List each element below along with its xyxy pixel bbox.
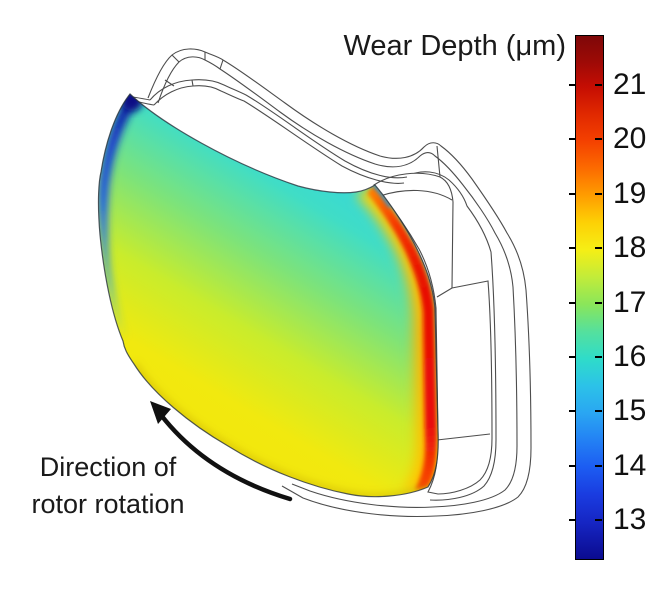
tip-blue-streak bbox=[372, 184, 392, 208]
colorbar-tick-label: 20 bbox=[613, 122, 647, 156]
colorbar-tick bbox=[595, 84, 602, 86]
wear-colormap-base bbox=[98, 94, 439, 497]
colorbar-tick bbox=[569, 192, 576, 195]
colorbar-tick bbox=[569, 464, 576, 467]
colorbar-tick-label: 15 bbox=[613, 394, 647, 428]
colorbar-gradient bbox=[575, 35, 604, 560]
leading-edge-blue-band bbox=[98, 94, 138, 353]
colorbar-tick-label: 16 bbox=[613, 340, 647, 373]
near-plate-top-edge-2 bbox=[130, 79, 405, 184]
colorbar-tick-label: 21 bbox=[613, 68, 647, 101]
colorbar-tick bbox=[595, 410, 602, 413]
backing-plate bbox=[130, 79, 493, 495]
tab-rung-lines bbox=[164, 52, 441, 178]
colorbar-tick bbox=[569, 138, 576, 141]
colorbar-tick-label: 18 bbox=[613, 231, 647, 265]
colorbar-tick bbox=[569, 301, 576, 304]
rotation-annotation: Direction of rotor rotation bbox=[10, 449, 206, 523]
colorbar-tick bbox=[569, 410, 576, 413]
colorbar-tick bbox=[569, 519, 576, 522]
colorbar-tick bbox=[595, 356, 602, 358]
colorbar-tick bbox=[569, 247, 576, 250]
near-plate-top-edge bbox=[149, 79, 408, 179]
rotation-arrow-shaft bbox=[158, 412, 293, 502]
rotation-annotation-line2: rotor rotation bbox=[31, 489, 185, 519]
pad-surface bbox=[98, 94, 439, 497]
corner-min-wear-spot bbox=[121, 94, 143, 111]
colorbar-tick bbox=[569, 84, 576, 86]
colorbar-tick-label: 17 bbox=[613, 285, 647, 319]
far-plate-outer-outline bbox=[147, 48, 532, 518]
pad-surface-outline bbox=[97, 93, 439, 498]
mid-plate-outline bbox=[406, 171, 497, 501]
colorbar-tick-label: 13 bbox=[613, 503, 647, 537]
far-plate-inner-outline bbox=[157, 56, 518, 508]
rotation-arrow bbox=[150, 401, 293, 502]
colorbar-tick bbox=[595, 138, 602, 141]
backing-plate-face bbox=[373, 172, 493, 495]
colorbar-tick bbox=[595, 247, 602, 250]
colorbar-title: Wear Depth (μm) bbox=[343, 30, 566, 62]
trailing-edge-red-band bbox=[367, 185, 437, 490]
colorbar-tick bbox=[595, 192, 602, 195]
colorbar-tick-label: 14 bbox=[613, 448, 647, 482]
colorbar-tick bbox=[595, 301, 602, 304]
rotation-arrow-head bbox=[150, 401, 171, 424]
colorbar-tick bbox=[595, 519, 602, 522]
colorbar-tick-label: 19 bbox=[613, 176, 647, 210]
rotor-wireframe bbox=[147, 48, 532, 518]
colorbar: 21 20 19 18 17 16 15 14 13 bbox=[569, 35, 663, 565]
rotation-annotation-line1: Direction of bbox=[39, 452, 177, 482]
colorbar-tick bbox=[569, 356, 576, 358]
backing-plate-facet-lines bbox=[379, 189, 491, 441]
colorbar-tick bbox=[595, 464, 602, 467]
